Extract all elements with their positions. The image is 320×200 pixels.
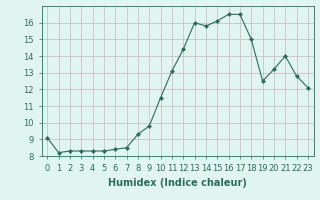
X-axis label: Humidex (Indice chaleur): Humidex (Indice chaleur) bbox=[108, 178, 247, 188]
